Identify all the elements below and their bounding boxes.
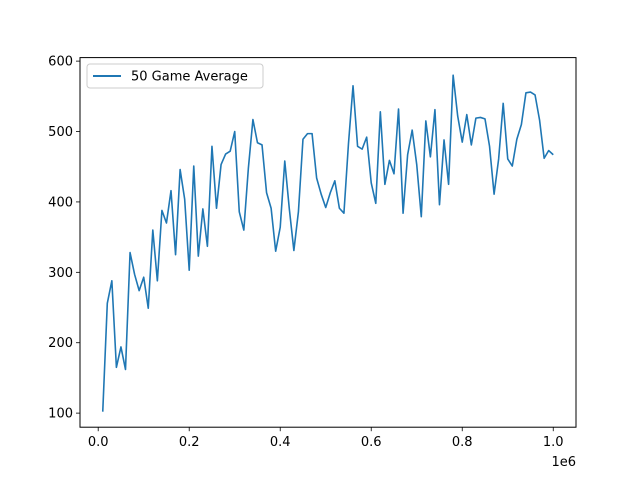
y-tick-label: 200 xyxy=(48,336,73,351)
y-tick-label: 300 xyxy=(48,266,73,281)
x-tick-label: 0.0 xyxy=(88,435,109,450)
y-axis: 100 200 300 400 500 600 xyxy=(48,55,80,422)
x-axis-offset-label: 1e6 xyxy=(551,455,576,470)
legend: 50 Game Average xyxy=(86,63,264,89)
x-tick-label: 0.8 xyxy=(452,435,473,450)
axes-frame xyxy=(79,57,577,428)
x-tick-label: 0.2 xyxy=(179,435,200,450)
x-axis: 0.0 0.2 0.4 0.6 0.8 1.0 xyxy=(88,427,564,450)
series-line-0 xyxy=(101,74,554,412)
y-tick-label: 100 xyxy=(48,407,73,422)
legend-box xyxy=(86,63,264,89)
x-tick-label: 0.6 xyxy=(361,435,382,450)
x-tick-label: 0.4 xyxy=(270,435,291,450)
legend-label: 50 Game Average xyxy=(131,70,248,85)
y-tick-label: 600 xyxy=(48,55,73,70)
x-tick-label: 1.0 xyxy=(543,435,564,450)
series-layer xyxy=(101,74,554,412)
y-tick-label: 400 xyxy=(48,195,73,210)
y-tick-label: 500 xyxy=(48,125,73,140)
